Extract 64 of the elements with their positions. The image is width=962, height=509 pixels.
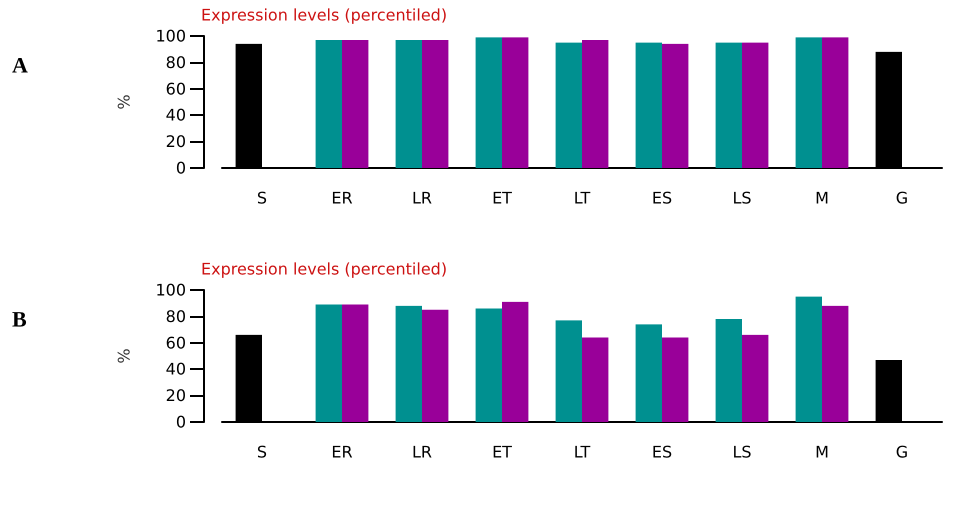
x-tick-label: M bbox=[815, 442, 829, 462]
text: A bbox=[12, 52, 28, 78]
x-tick-label: S bbox=[256, 188, 268, 208]
bar bbox=[316, 40, 342, 168]
y-tick-label: 0 bbox=[176, 158, 186, 178]
bar bbox=[822, 37, 848, 168]
x-tick-label: G bbox=[896, 188, 908, 208]
y-tick-label: 100 bbox=[155, 280, 186, 300]
bar bbox=[662, 44, 688, 168]
bar bbox=[582, 40, 608, 168]
bar bbox=[422, 310, 448, 422]
bar bbox=[556, 42, 582, 168]
x-tick-label: LR bbox=[412, 442, 432, 462]
bar bbox=[316, 304, 342, 422]
bar bbox=[342, 304, 368, 422]
y-tick-label: 60 bbox=[166, 79, 186, 98]
y-tick-label: 0 bbox=[176, 412, 186, 432]
x-tick-label: LR bbox=[412, 188, 432, 208]
bar bbox=[342, 40, 368, 168]
bar bbox=[796, 296, 822, 422]
bar bbox=[502, 302, 528, 422]
bar bbox=[396, 306, 422, 422]
x-tick-label: ET bbox=[492, 188, 512, 208]
x-tick-label: LT bbox=[574, 442, 590, 462]
bar bbox=[716, 42, 742, 168]
y-tick-label: 20 bbox=[166, 386, 186, 406]
bar bbox=[796, 37, 822, 168]
y-axis-title: % bbox=[114, 348, 134, 364]
bar bbox=[556, 320, 582, 422]
bar bbox=[422, 40, 448, 168]
x-tick-label: ER bbox=[331, 188, 353, 208]
chart-title: Expression levels (percentiled) bbox=[201, 260, 448, 278]
y-tick-label: 40 bbox=[166, 106, 186, 125]
x-tick-label: ET bbox=[492, 442, 512, 462]
y-tick-label: 20 bbox=[166, 132, 186, 152]
y-tick-label: 60 bbox=[166, 333, 186, 352]
bar bbox=[636, 42, 662, 168]
bar bbox=[502, 37, 528, 168]
y-tick-label: 80 bbox=[166, 52, 186, 72]
y-tick-label: 80 bbox=[166, 306, 186, 326]
bar bbox=[476, 37, 502, 168]
chart-title: Expression levels (percentiled) bbox=[201, 6, 448, 24]
x-tick-label: ES bbox=[652, 188, 672, 208]
bar bbox=[476, 308, 502, 422]
bar bbox=[636, 324, 662, 422]
x-tick-label: ES bbox=[652, 442, 672, 462]
bar bbox=[742, 42, 768, 168]
bar bbox=[582, 338, 608, 422]
x-tick-label: LS bbox=[732, 442, 752, 462]
bar bbox=[396, 40, 422, 168]
bar bbox=[822, 306, 848, 422]
bar bbox=[742, 334, 768, 422]
x-tick-label: G bbox=[896, 442, 908, 462]
bar bbox=[662, 338, 688, 422]
x-tick-label: LS bbox=[732, 188, 752, 208]
text: B bbox=[12, 306, 27, 332]
y-tick-label: 100 bbox=[155, 26, 186, 46]
x-tick-label: M bbox=[815, 188, 829, 208]
bar bbox=[716, 319, 742, 422]
x-tick-label: ER bbox=[331, 442, 353, 462]
y-tick-label: 40 bbox=[166, 360, 186, 379]
y-axis-title: % bbox=[114, 94, 134, 110]
x-tick-label: LT bbox=[574, 188, 590, 208]
x-tick-label: S bbox=[256, 442, 268, 462]
